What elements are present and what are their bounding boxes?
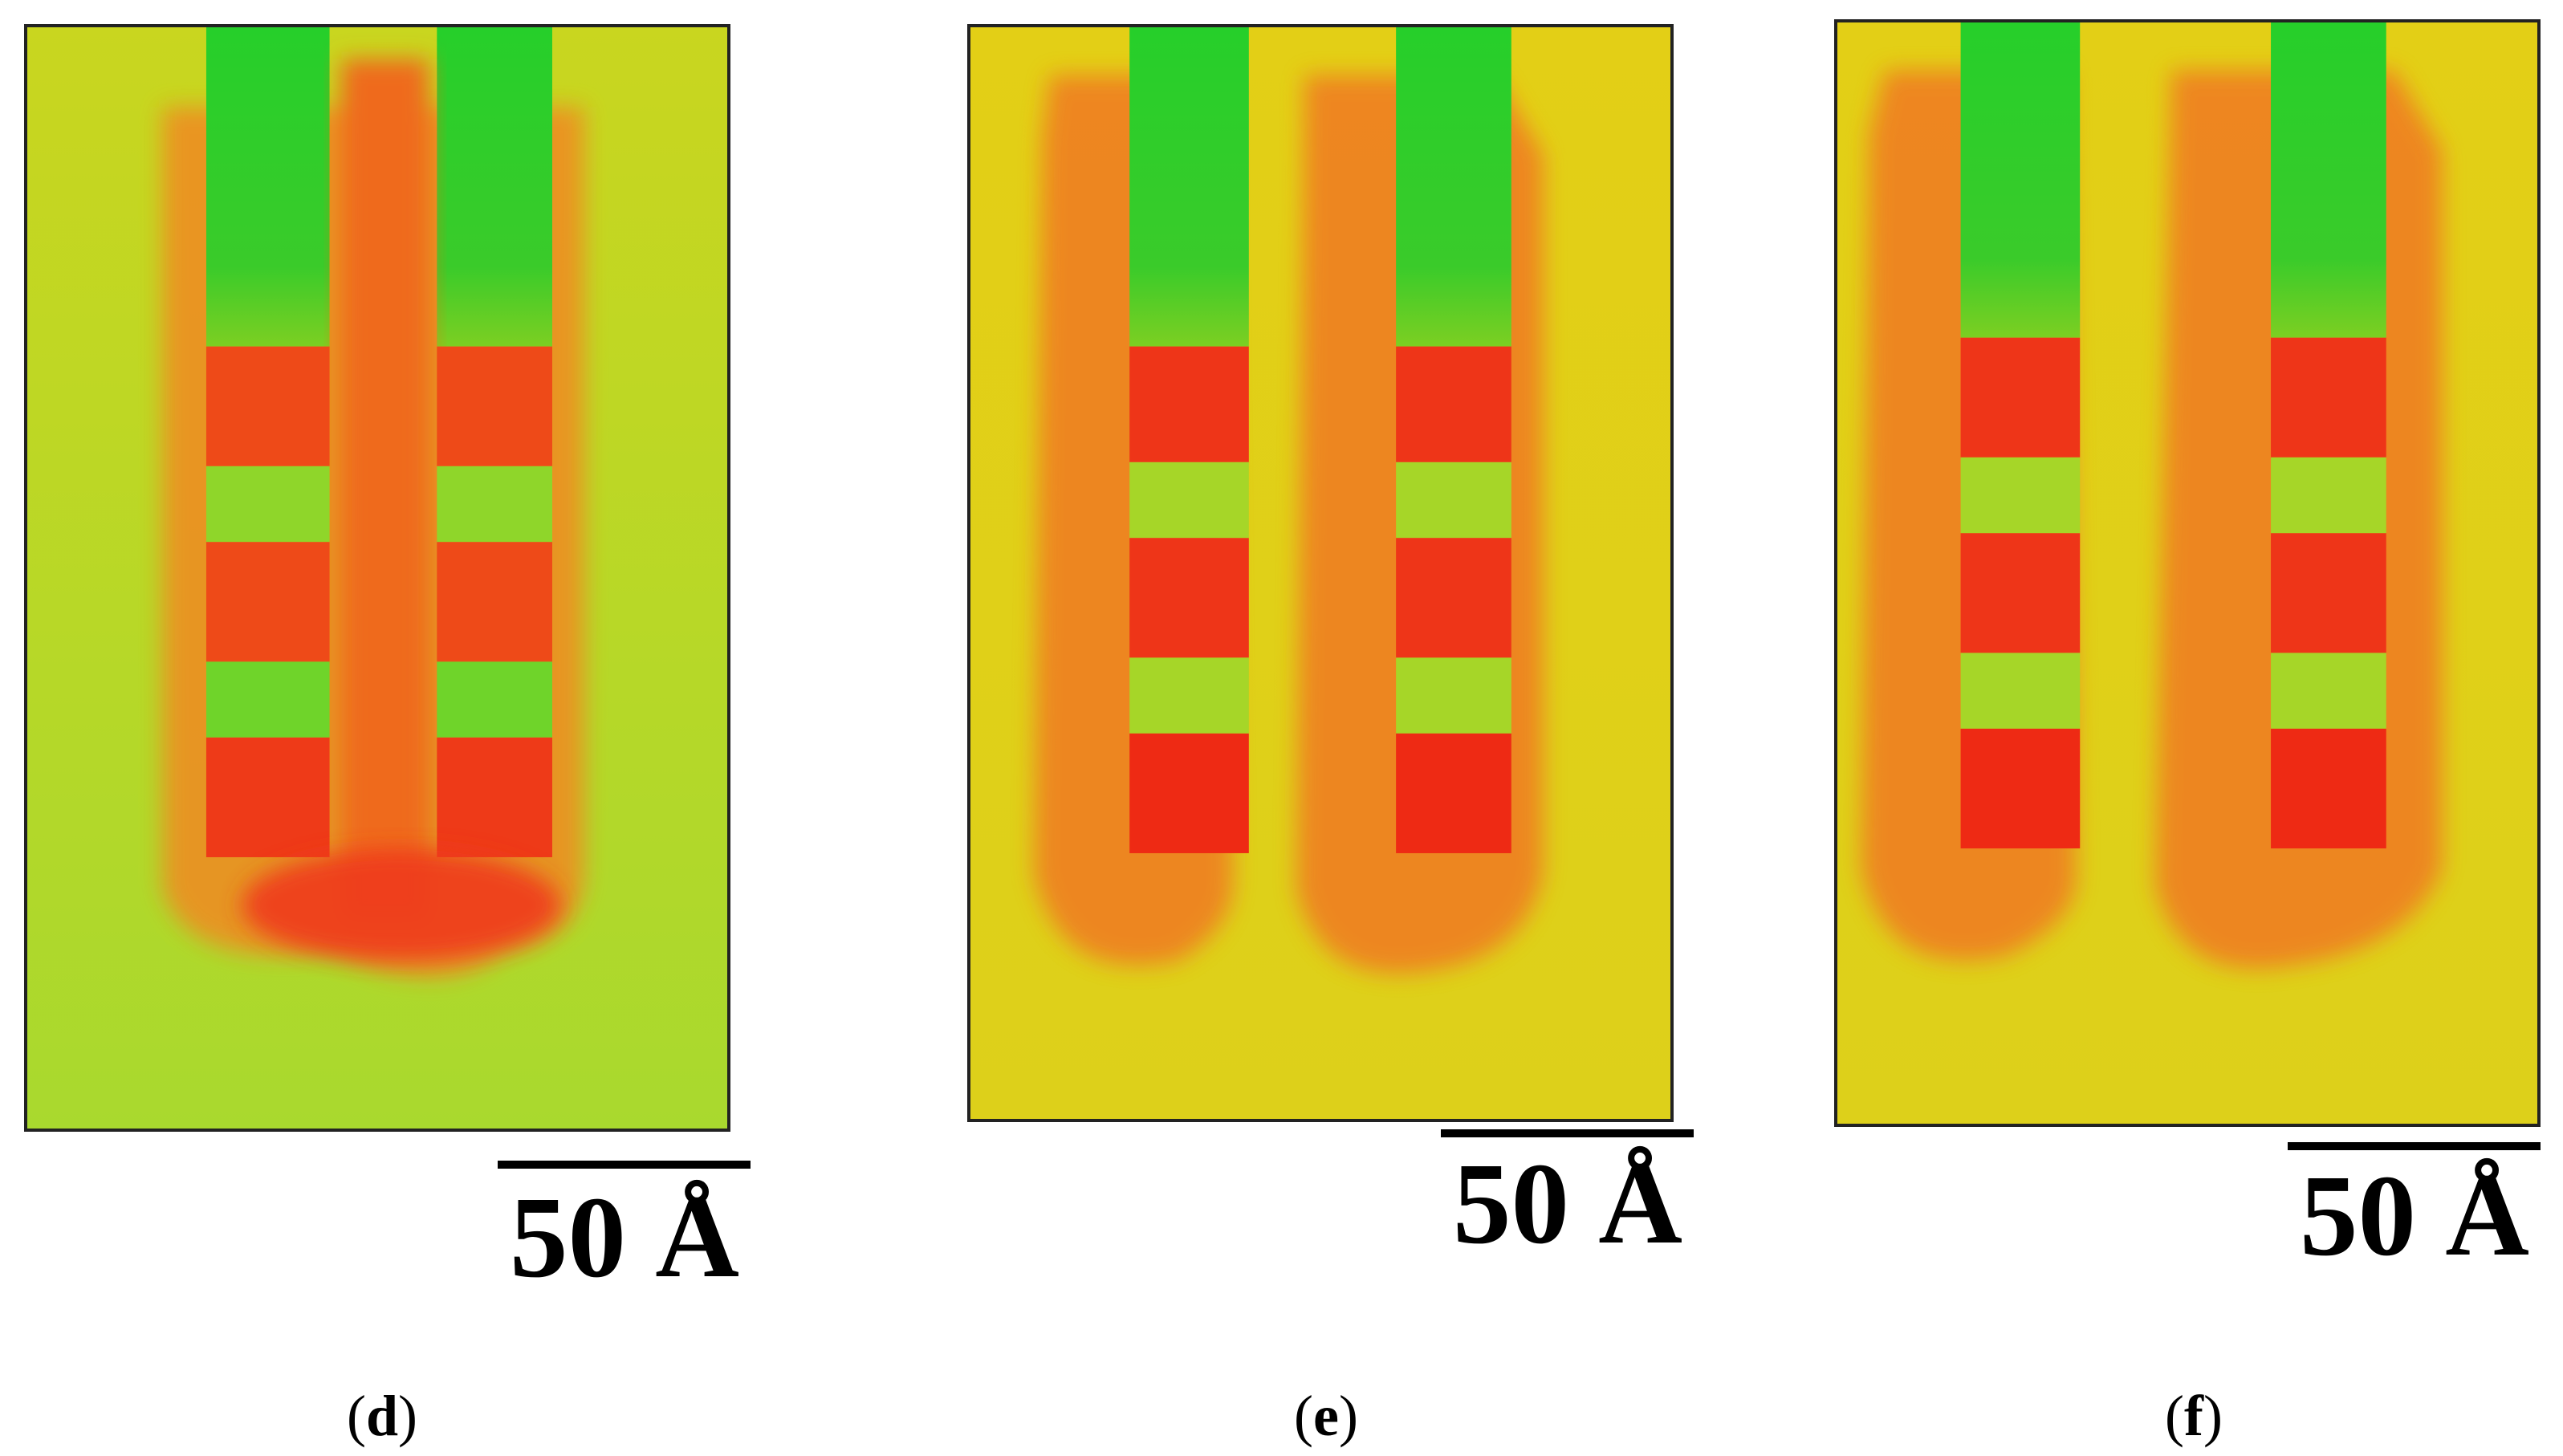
simulation-panel-f (1834, 19, 2541, 1127)
caption-f: (f) (2165, 1384, 2223, 1448)
caption-letter-e: e (1312, 1384, 1339, 1448)
deformation-map-d (27, 27, 727, 1129)
scale-label-f: 50 Å (2300, 1152, 2529, 1280)
caption-e: (e) (1294, 1384, 1358, 1448)
caption-d: (d) (347, 1384, 418, 1448)
scale-bar-f (2288, 1142, 2541, 1150)
caption-letter-f: f (2183, 1384, 2203, 1448)
deformation-map-f (1837, 22, 2537, 1124)
scale-label-e: 50 Å (1453, 1140, 1682, 1268)
simulation-panel-d (24, 24, 730, 1132)
scale-bar-d (498, 1161, 751, 1169)
simulation-panel-e (967, 24, 1674, 1122)
scale-label-d: 50 Å (510, 1173, 739, 1302)
caption-letter-d: d (365, 1384, 399, 1448)
scale-bar-e (1441, 1129, 1694, 1137)
deformation-map-e (970, 27, 1670, 1119)
